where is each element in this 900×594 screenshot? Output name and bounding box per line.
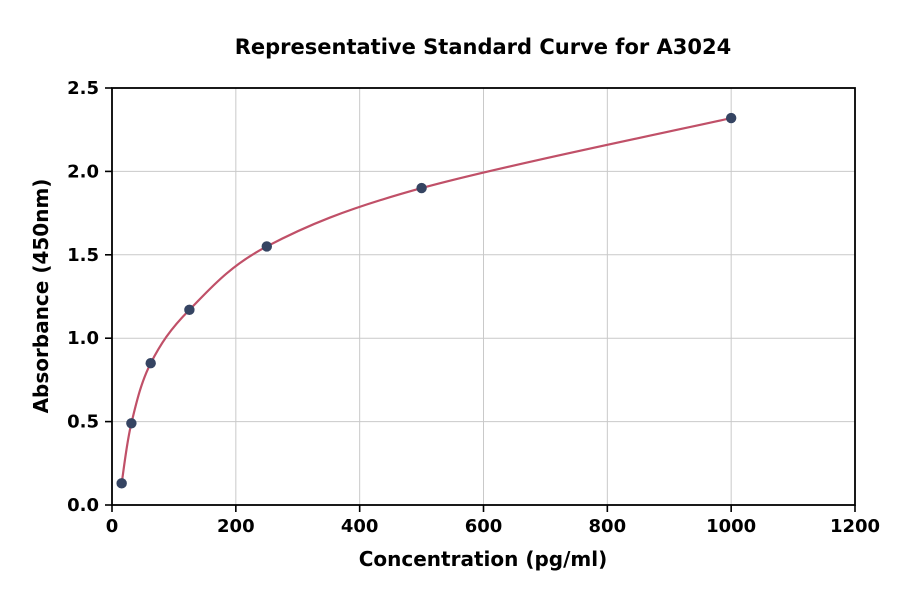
grid-lines [111, 87, 856, 506]
x-tick-label: 200 [217, 516, 255, 537]
y-tick-label: 1.5 [67, 245, 99, 266]
y-tick-label: 2.5 [67, 78, 99, 99]
x-tick-label: 0 [106, 516, 119, 537]
data-series [116, 112, 737, 489]
y-tick-label: 1.0 [67, 328, 99, 349]
data-point [184, 304, 195, 316]
fit-curve [120, 116, 732, 484]
data-point [416, 182, 427, 194]
data-point [145, 358, 156, 369]
y-tick-label: 0.0 [67, 495, 99, 516]
data-point [725, 112, 737, 124]
data-point [126, 418, 137, 429]
x-tick-label: 1000 [706, 516, 756, 537]
x-tick-label: 400 [341, 516, 379, 537]
data-point [116, 478, 127, 489]
x-tick-label: 800 [589, 516, 627, 537]
axis-ticks: 0 200 400 600 800 1000 1200 0.0 0.5 1.0 1.5 2.0 2.5 [67, 78, 880, 537]
chart-title: Representative Standard Curve for A3024 [235, 35, 732, 59]
x-tick-label: 600 [465, 516, 503, 537]
x-axis-label: Concentration (pg/ml) [359, 547, 608, 571]
y-tick-label: 0.5 [67, 412, 99, 433]
y-tick-label: 2.0 [67, 161, 99, 182]
x-tick-label: 1200 [830, 516, 880, 537]
y-axis-label: Absorbance (450nm) [29, 179, 53, 414]
data-point [261, 241, 272, 252]
